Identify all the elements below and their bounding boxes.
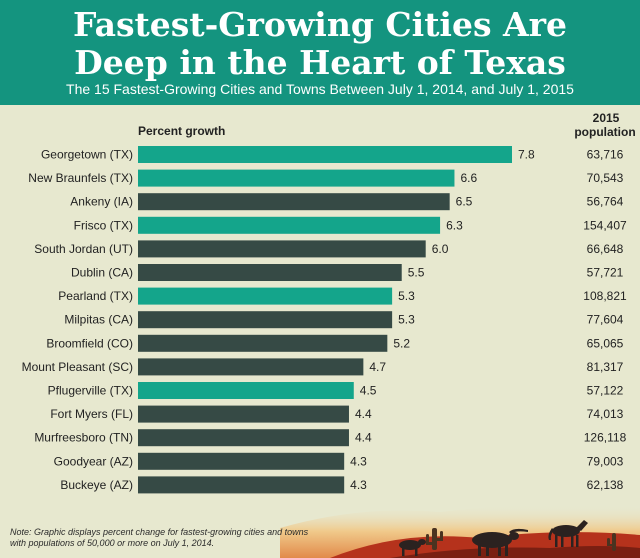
category-label-2: Ankeny (IA) bbox=[70, 195, 133, 209]
cactus-icon bbox=[426, 528, 443, 550]
value-label-14: 4.3 bbox=[350, 478, 367, 492]
bar-3 bbox=[138, 216, 441, 234]
category-label-8: Broomfield (CO) bbox=[46, 336, 133, 350]
bar-2 bbox=[138, 193, 450, 211]
population-value-1: 70,543 bbox=[587, 171, 624, 185]
bar-1 bbox=[138, 169, 455, 187]
value-label-5: 5.5 bbox=[408, 266, 425, 280]
value-label-8: 5.2 bbox=[393, 336, 410, 350]
population-value-5: 57,721 bbox=[587, 266, 624, 280]
population-value-2: 56,764 bbox=[587, 195, 624, 209]
bar-13 bbox=[138, 452, 345, 470]
value-label-4: 6.0 bbox=[432, 242, 449, 256]
population-value-0: 63,716 bbox=[587, 148, 624, 162]
bar-5 bbox=[138, 264, 402, 281]
header-banner bbox=[0, 0, 640, 105]
percent-growth-header: Percent growth bbox=[138, 124, 226, 138]
population-value-10: 57,122 bbox=[587, 384, 624, 398]
population-value-9: 81,317 bbox=[587, 360, 624, 374]
population-value-6: 108,821 bbox=[583, 289, 627, 303]
dark-hills bbox=[390, 546, 640, 558]
value-label-13: 4.3 bbox=[350, 454, 367, 468]
category-label-1: New Braunfels (TX) bbox=[28, 171, 133, 185]
value-label-3: 6.3 bbox=[446, 218, 463, 232]
value-label-11: 4.4 bbox=[355, 407, 372, 421]
population-value-4: 66,648 bbox=[587, 242, 624, 256]
category-label-5: Dublin (CA) bbox=[71, 266, 133, 280]
category-label-12: Murfreesboro (TN) bbox=[34, 431, 133, 445]
bar-6 bbox=[138, 287, 393, 305]
population-value-7: 77,604 bbox=[587, 313, 624, 327]
longhorn-cattle-icon bbox=[472, 528, 528, 556]
bar-11 bbox=[138, 405, 349, 423]
bar-8 bbox=[138, 334, 388, 352]
title-line-1: Fastest-Growing Cities Are bbox=[72, 5, 568, 44]
category-label-13: Goodyear (AZ) bbox=[54, 454, 133, 468]
value-label-10: 4.5 bbox=[360, 384, 377, 398]
bar-10 bbox=[138, 382, 354, 399]
value-label-7: 5.3 bbox=[398, 313, 415, 327]
category-label-6: Pearland (TX) bbox=[58, 289, 133, 303]
value-label-6: 5.3 bbox=[398, 289, 415, 303]
category-label-0: Georgetown (TX) bbox=[41, 148, 133, 162]
population-value-3: 154,407 bbox=[583, 218, 627, 232]
category-label-9: Mount Pleasant (SC) bbox=[22, 360, 133, 374]
small-cattle-icon bbox=[399, 539, 426, 556]
value-label-0: 7.8 bbox=[518, 148, 535, 162]
population-header-year: 2015 bbox=[592, 111, 620, 125]
population-value-8: 65,065 bbox=[587, 336, 624, 350]
bar-4 bbox=[138, 240, 426, 258]
bar-12 bbox=[138, 429, 349, 447]
category-label-4: South Jordan (UT) bbox=[34, 242, 133, 256]
category-label-7: Milpitas (CA) bbox=[64, 313, 133, 327]
population-value-12: 126,118 bbox=[584, 431, 627, 445]
bar-7 bbox=[138, 311, 393, 329]
population-value-14: 62,138 bbox=[587, 478, 624, 492]
value-label-1: 6.6 bbox=[460, 171, 477, 185]
title-line-2: Deep in the Heart of Texas bbox=[74, 43, 566, 82]
population-header-label: population bbox=[574, 125, 636, 139]
value-label-2: 6.5 bbox=[456, 195, 473, 209]
subtitle: The 15 Fastest-Growing Cities and Towns … bbox=[66, 81, 574, 97]
bar-9 bbox=[138, 358, 364, 376]
bar-0 bbox=[138, 146, 512, 163]
value-label-9: 4.7 bbox=[369, 360, 386, 374]
population-value-13: 79,003 bbox=[587, 454, 624, 468]
category-label-10: Pflugerville (TX) bbox=[48, 384, 133, 398]
population-value-11: 74,013 bbox=[587, 407, 624, 421]
horse-icon bbox=[548, 520, 588, 547]
note: Note: Graphic displays percent change fo… bbox=[10, 527, 309, 548]
category-label-11: Fort Myers (FL) bbox=[50, 407, 133, 421]
value-label-12: 4.4 bbox=[355, 431, 372, 445]
cactus-icon bbox=[607, 533, 616, 551]
category-label-14: Buckeye (AZ) bbox=[60, 478, 133, 492]
category-label-3: Frisco (TX) bbox=[74, 218, 133, 232]
bar-14 bbox=[138, 476, 345, 494]
